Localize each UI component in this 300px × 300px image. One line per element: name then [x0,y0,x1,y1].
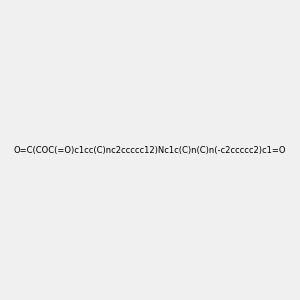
Text: O=C(COC(=O)c1cc(C)nc2ccccc12)Nc1c(C)n(C)n(-c2ccccc2)c1=O: O=C(COC(=O)c1cc(C)nc2ccccc12)Nc1c(C)n(C)… [14,146,286,154]
